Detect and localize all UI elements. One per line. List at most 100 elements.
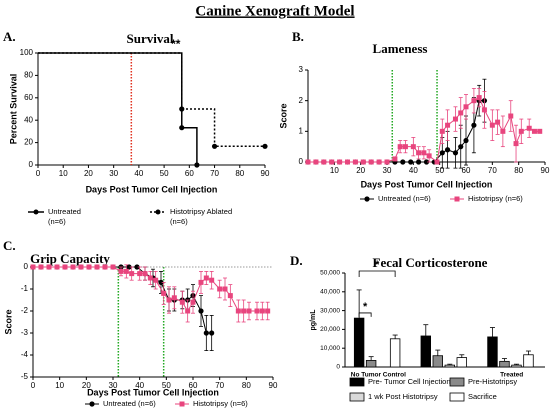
marker: [400, 159, 406, 165]
marker: [426, 153, 432, 159]
marker: [305, 159, 311, 165]
marker: [329, 159, 335, 165]
x-tick-label: 10: [59, 169, 68, 178]
marker: [410, 144, 416, 150]
marker: [46, 264, 52, 270]
marker: [384, 159, 390, 165]
bar: [456, 357, 468, 368]
marker: [185, 308, 191, 314]
marker: [70, 264, 76, 270]
marker: [110, 264, 116, 270]
marker: [537, 128, 543, 134]
x-tick-label: 30: [109, 381, 118, 390]
x-tick-label: 50: [160, 169, 169, 178]
y-tick-label: 0: [24, 262, 29, 271]
marker: [508, 113, 514, 119]
marker: [439, 150, 445, 156]
legend-label: Histotripsy Ablated: [170, 207, 232, 216]
y-tick-label: 40,000: [320, 289, 340, 296]
marker: [227, 293, 233, 299]
marker: [134, 264, 140, 270]
marker: [402, 144, 408, 150]
panel-label: D.: [290, 253, 303, 268]
marker: [421, 150, 427, 156]
marker: [434, 159, 440, 165]
y-tick-label: 60: [24, 93, 33, 102]
marker: [198, 308, 204, 314]
x-tick-label: 40: [134, 169, 143, 178]
marker: [179, 401, 185, 407]
marker: [481, 107, 487, 113]
marker: [86, 264, 92, 270]
x-tick-label: 70: [215, 381, 224, 390]
x-tick-label: 0: [36, 169, 41, 178]
y-tick-label: 10,000: [320, 345, 340, 352]
marker: [190, 299, 196, 305]
panel-label: C.: [3, 238, 16, 253]
y-tick-label: -1: [21, 284, 29, 293]
y-tick-label: 1: [299, 126, 304, 135]
marker: [376, 159, 382, 165]
marker: [246, 308, 252, 314]
bar: [511, 364, 522, 368]
bracket: [358, 270, 396, 277]
x-tick-label: 90: [541, 166, 550, 175]
bar: [523, 354, 534, 368]
marker: [147, 275, 153, 281]
marker: [452, 116, 458, 122]
legend-label: Pre- Tumor Cell Injection: [368, 377, 451, 386]
marker: [408, 159, 414, 165]
marker: [158, 279, 164, 285]
x-tick-label: 0: [31, 381, 36, 390]
legend-swatch: [449, 377, 465, 387]
y-tick-label: 50,000: [320, 270, 340, 277]
marker: [161, 290, 167, 296]
y-tick-label: 20: [24, 138, 33, 147]
x-tick-label: 10: [330, 166, 339, 175]
marker: [62, 264, 68, 270]
legend-note: (n=6): [48, 217, 66, 226]
legend-label: Untreated (n=6): [378, 194, 431, 203]
marker: [203, 330, 209, 336]
marker: [262, 143, 268, 149]
legend-label: Histotripsy (n=6): [193, 399, 248, 408]
x-tick-label: 40: [409, 166, 418, 175]
chart-title: Fecal Corticosterone: [373, 255, 488, 270]
marker: [337, 159, 343, 165]
legend-label: Histotripsy (n=6): [468, 194, 523, 203]
y-tick-label: -4: [21, 350, 29, 359]
x-tick-label: 80: [235, 169, 244, 178]
y-tick-label: 0: [299, 157, 304, 166]
legend-marker: [33, 209, 39, 215]
marker: [345, 159, 350, 165]
legend-note: (n=6): [170, 217, 188, 226]
marker: [489, 122, 495, 128]
x-tick-label: 20: [356, 166, 365, 175]
x-tick-label: 90: [261, 169, 270, 178]
marker: [38, 264, 44, 270]
x-tick-label: 20: [84, 169, 93, 178]
marker: [360, 159, 366, 165]
x-tick-label: 90: [269, 381, 278, 390]
bar: [365, 360, 377, 368]
marker: [89, 401, 95, 407]
marker: [531, 128, 537, 134]
bar: [389, 338, 401, 368]
marker: [352, 159, 358, 165]
marker: [118, 268, 124, 274]
x-tick-label: 40: [135, 381, 144, 390]
marker: [211, 143, 218, 149]
marker: [153, 277, 159, 283]
marker: [500, 128, 506, 134]
marker: [445, 122, 451, 128]
x-tick-label: No Tumor Control: [351, 372, 406, 379]
legend-label: Pre-Histotripsy: [468, 377, 517, 386]
marker: [416, 159, 422, 165]
y-tick-label: 0: [336, 364, 340, 371]
marker: [423, 159, 430, 165]
x-tick-label: 80: [242, 381, 251, 390]
marker: [364, 196, 370, 202]
marker: [123, 268, 129, 274]
x-tick-label: 80: [514, 166, 523, 175]
